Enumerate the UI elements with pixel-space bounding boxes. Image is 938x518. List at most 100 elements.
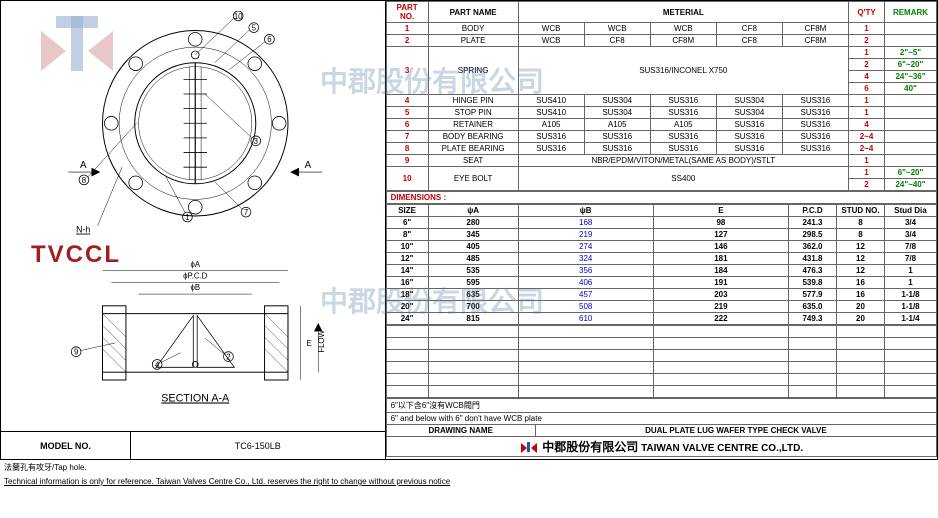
part-material: SUS316 bbox=[782, 131, 848, 143]
dimensions-section: DIMENSIONS : bbox=[386, 191, 937, 204]
part-material: SUS304 bbox=[716, 107, 782, 119]
part-material: SUS304 bbox=[584, 95, 650, 107]
part-material: SUS316 bbox=[782, 119, 848, 131]
part-remark: 24"~36" bbox=[885, 71, 937, 83]
col-material: METERIAL bbox=[518, 2, 848, 23]
note-en: 6" and below with 6" don't have WCB plat… bbox=[386, 413, 936, 425]
drawing-name-label: DRAWING NAME bbox=[386, 425, 535, 437]
dim-e: 98 bbox=[653, 217, 788, 229]
part-material: SUS316 bbox=[518, 143, 584, 155]
part-material: CF8M bbox=[650, 35, 716, 47]
part-material: WCB bbox=[518, 23, 584, 35]
part-material: WCB bbox=[518, 35, 584, 47]
svg-text:3: 3 bbox=[254, 137, 258, 146]
dim-a: 535 bbox=[428, 265, 518, 277]
dim-size: 20" bbox=[386, 301, 428, 313]
company-cn: 中郡股份有限公司 bbox=[542, 440, 638, 454]
footnote: 法蘭孔有攻牙/Tap hole. bbox=[0, 460, 938, 475]
part-remark bbox=[885, 107, 937, 119]
valve-drawing-svg: 10 5 6 3 8 1 7 A A bbox=[11, 11, 375, 421]
part-qty: 1 bbox=[849, 23, 885, 35]
part-name: STOP PIN bbox=[428, 107, 518, 119]
col-partname: PART NAME bbox=[428, 2, 518, 23]
svg-text:5: 5 bbox=[252, 24, 257, 33]
svg-text:N-h: N-h bbox=[76, 225, 90, 235]
part-material: SUS316 bbox=[650, 143, 716, 155]
dim-a: 405 bbox=[428, 241, 518, 253]
part-name: EYE BOLT bbox=[428, 167, 518, 191]
svg-text:8: 8 bbox=[82, 176, 86, 185]
part-qty: 1 bbox=[849, 107, 885, 119]
part-remark: 2"~5" bbox=[885, 47, 937, 59]
part-material: SS400 bbox=[518, 167, 848, 191]
dim-a: 815 bbox=[428, 313, 518, 325]
dim-size: 10" bbox=[386, 241, 428, 253]
part-qty: 6 bbox=[849, 83, 885, 95]
part-material: WCB bbox=[650, 23, 716, 35]
tables-pane: PART NO. PART NAME METERIAL Q'TY REMARK … bbox=[386, 1, 937, 459]
dim-size: 16" bbox=[386, 277, 428, 289]
part-material: SUS316 bbox=[584, 131, 650, 143]
col-studno: STUD NO. bbox=[837, 205, 885, 217]
part-material: SUS316 bbox=[716, 131, 782, 143]
dim-a: 345 bbox=[428, 229, 518, 241]
part-name: SPRING bbox=[428, 47, 518, 95]
part-name: PLATE bbox=[428, 35, 518, 47]
part-remark: 6"~20" bbox=[885, 167, 937, 179]
blank-rows bbox=[386, 325, 937, 398]
part-material: SUS316 bbox=[518, 131, 584, 143]
dim-studdia: 1-1/4 bbox=[885, 313, 937, 325]
part-remark bbox=[885, 23, 937, 35]
dim-size: 24" bbox=[386, 313, 428, 325]
note-cn: 6"以下含6"沒有WCB閥門 bbox=[386, 399, 936, 413]
part-name: SEAT bbox=[428, 155, 518, 167]
tvccl-small-logo-icon bbox=[519, 441, 539, 455]
col-pcd: P.C.D bbox=[789, 205, 837, 217]
dim-b: 324 bbox=[518, 253, 653, 265]
svg-text:ϕP.C.D: ϕP.C.D bbox=[183, 271, 208, 280]
part-material: SUS316/INCONEL X750 bbox=[518, 47, 848, 95]
col-e: E bbox=[653, 205, 788, 217]
svg-text:6: 6 bbox=[267, 35, 271, 44]
dims-row: 16" 595 406 191 539.8 16 1 bbox=[386, 277, 936, 289]
part-remark bbox=[885, 143, 937, 155]
parts-row: 4HINGE PINSUS410SUS304SUS316SUS304SUS316… bbox=[386, 95, 936, 107]
dim-studno: 12 bbox=[837, 253, 885, 265]
part-qty: 2~4 bbox=[849, 131, 885, 143]
technical-drawing: TVCCL bbox=[1, 1, 385, 431]
dim-studdia: 1 bbox=[885, 265, 937, 277]
part-material: CF8 bbox=[716, 35, 782, 47]
notes-table: 6"以下含6"沒有WCB閥門 6" and below with 6" don'… bbox=[386, 398, 937, 457]
part-remark: 40" bbox=[885, 83, 937, 95]
svg-text:ϕB: ϕB bbox=[190, 283, 200, 292]
col-a: ψA bbox=[428, 205, 518, 217]
part-no: 7 bbox=[386, 131, 428, 143]
dim-studno: 12 bbox=[837, 241, 885, 253]
parts-row: 8PLATE BEARINGSUS316SUS316SUS316SUS316SU… bbox=[386, 143, 936, 155]
company-en: TAIWAN VALVE CENTRE CO.,LTD. bbox=[641, 443, 803, 454]
dim-e: 203 bbox=[653, 289, 788, 301]
part-remark: 6"~20" bbox=[885, 59, 937, 71]
part-no: 3 bbox=[386, 47, 428, 95]
dim-size: 6" bbox=[386, 217, 428, 229]
svg-text:A: A bbox=[305, 160, 312, 171]
svg-text:SECTION A-A: SECTION A-A bbox=[161, 392, 230, 404]
dim-studno: 8 bbox=[837, 229, 885, 241]
dim-studdia: 1-1/8 bbox=[885, 301, 937, 313]
dim-b: 168 bbox=[518, 217, 653, 229]
dim-studno: 16 bbox=[837, 289, 885, 301]
part-material: SUS316 bbox=[584, 143, 650, 155]
dim-size: 8" bbox=[386, 229, 428, 241]
dims-row: 24" 815 610 222 749.3 20 1-1/4 bbox=[386, 313, 936, 325]
part-no: 9 bbox=[386, 155, 428, 167]
dim-studdia: 1-1/8 bbox=[885, 289, 937, 301]
part-material: SUS304 bbox=[584, 107, 650, 119]
dim-studdia: 7/8 bbox=[885, 241, 937, 253]
part-qty: 2~4 bbox=[849, 143, 885, 155]
model-no-value: TC6-150LB bbox=[131, 432, 385, 459]
dim-studdia: 7/8 bbox=[885, 253, 937, 265]
dim-studno: 20 bbox=[837, 301, 885, 313]
svg-text:1: 1 bbox=[185, 213, 189, 222]
dim-a: 485 bbox=[428, 253, 518, 265]
part-name: BODY bbox=[428, 23, 518, 35]
